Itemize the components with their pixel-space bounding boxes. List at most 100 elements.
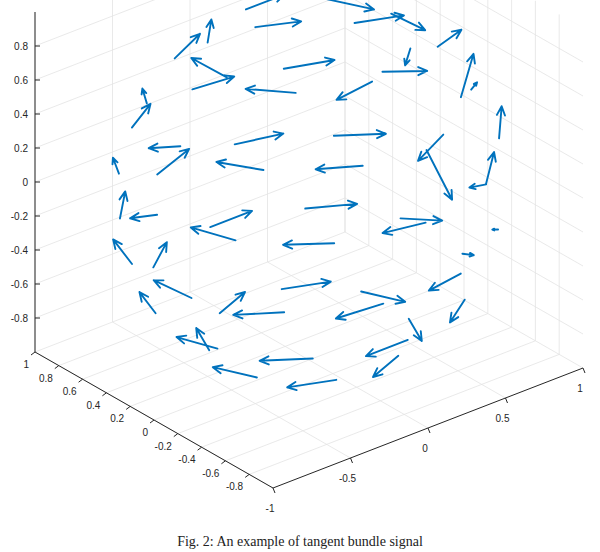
tick-label: 1: [23, 359, 29, 370]
y-axis-line: [35, 352, 273, 488]
arrow: [130, 213, 157, 221]
arrow: [355, 13, 404, 23]
grid-line: [35, 0, 345, 46]
x-tick: [428, 428, 430, 433]
arrow: [192, 75, 234, 89]
arrow: [427, 150, 453, 200]
arrow: [373, 356, 398, 377]
arrow: [157, 149, 189, 174]
z-tick: [35, 182, 40, 183]
plot-area: [113, 0, 505, 390]
grid-line: [392, 0, 393, 259]
arrow: [233, 310, 284, 318]
arrow: [334, 130, 386, 138]
arrow: [191, 226, 236, 240]
grid-line: [178, 314, 488, 434]
y-tick: [31, 352, 35, 355]
arrow: [462, 253, 473, 257]
arrow: [471, 82, 477, 89]
arrow: [404, 48, 410, 65]
z-tick: [35, 46, 40, 47]
grid-line: [35, 164, 345, 284]
tick-label: -0.5: [339, 473, 357, 484]
y-tick: [221, 461, 225, 464]
grid-line: [345, 96, 583, 232]
grid-line: [345, 0, 346, 232]
arrow: [461, 54, 475, 97]
grid-line: [83, 259, 393, 379]
tick-label: 0.2: [14, 143, 28, 154]
arrow: [497, 106, 505, 138]
tick-label: 0: [422, 443, 428, 454]
tick-label: 0.6: [14, 75, 28, 86]
grid-line: [345, 164, 583, 300]
tick-label: 1: [577, 383, 583, 394]
tick-label: -0.6: [202, 468, 220, 479]
grid-line: [464, 0, 465, 300]
arrow: [260, 356, 313, 364]
y-tick: [55, 366, 59, 369]
tick-label: 0.5: [496, 413, 510, 424]
tick-label: 0.6: [63, 386, 77, 397]
y-tick: [150, 420, 154, 423]
tick-label: 0.2: [110, 413, 124, 424]
grid-line: [106, 273, 416, 393]
grid-line: [345, 130, 583, 266]
arrow: [196, 328, 209, 350]
grid-line: [59, 246, 369, 366]
arrow: [492, 229, 498, 231]
grid-line: [345, 198, 583, 334]
tick-label: 0: [142, 427, 148, 438]
arrow: [361, 292, 405, 304]
arrow: [113, 239, 132, 264]
caption: Fig. 2: An example of tangent bundle sig…: [177, 534, 423, 549]
arrow: [154, 280, 192, 298]
arrow: [438, 30, 462, 47]
grid-line: [35, 198, 345, 318]
grid-line: [487, 0, 488, 314]
arrow: [220, 292, 245, 313]
x-tick: [583, 368, 585, 373]
grid-line: [345, 0, 583, 130]
y-tick: [79, 379, 83, 382]
tick-label: -0.6: [11, 279, 29, 290]
x-tick: [506, 398, 508, 403]
arrow: [284, 58, 335, 69]
arrow: [409, 319, 422, 341]
arrow: [322, 0, 374, 11]
arrow: [213, 365, 257, 377]
arrow: [383, 223, 426, 235]
tick-label: 0.8: [39, 373, 53, 384]
grid-line: [511, 0, 512, 327]
z-tick: [35, 114, 40, 115]
arrow: [486, 152, 496, 184]
grid-line: [368, 0, 369, 246]
grid-line: [35, 96, 345, 216]
arrow: [283, 240, 334, 248]
x-tick: [273, 488, 275, 493]
arrow: [246, 0, 284, 9]
y-tick: [245, 474, 249, 477]
tick-label: -0.2: [11, 211, 29, 222]
z-tick: [35, 284, 40, 285]
arrow: [191, 58, 227, 77]
grid-line: [249, 354, 559, 474]
y-tick: [198, 447, 202, 450]
tick-label: -0.4: [178, 454, 196, 465]
tick-label: 0.4: [14, 109, 28, 120]
arrow: [305, 201, 357, 209]
arrow: [153, 242, 167, 267]
arrow: [175, 34, 200, 59]
arrow: [132, 104, 151, 128]
x-tick: [351, 458, 353, 463]
tick-label: 0: [22, 177, 28, 188]
axes: -1-0.500.51-0.8-0.6-0.4-0.200.20.40.60.8…: [11, 12, 585, 514]
grid: [35, 0, 583, 488]
grid-line: [35, 130, 345, 250]
arrow: [216, 160, 263, 170]
grid-line: [35, 0, 345, 80]
arrow: [429, 274, 461, 291]
grid-line: [202, 327, 512, 447]
arrow: [113, 158, 119, 174]
grid-line: [440, 0, 441, 286]
